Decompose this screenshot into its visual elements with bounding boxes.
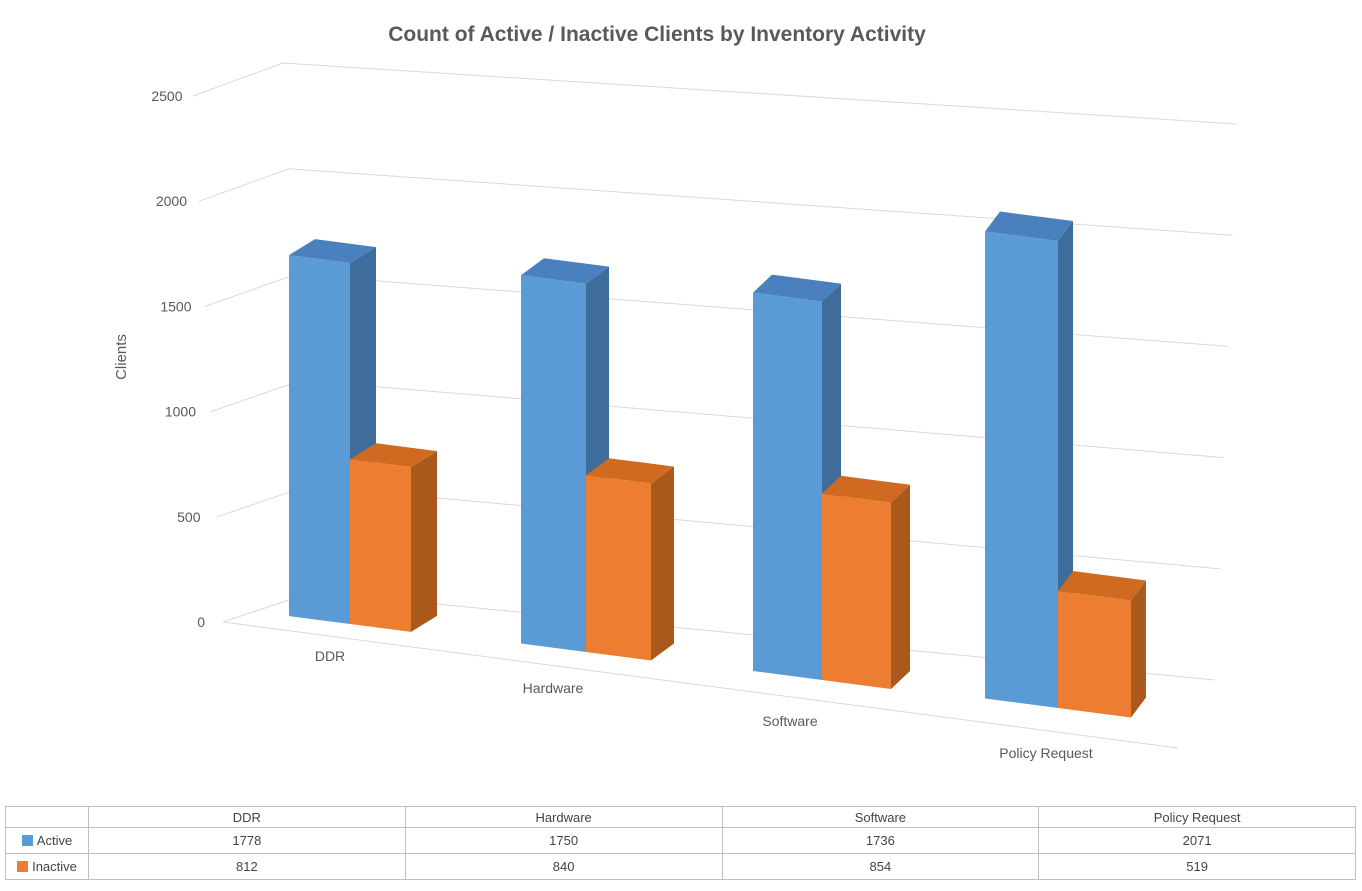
legend-label-inactive: Inactive — [32, 859, 77, 874]
chart-title: Count of Active / Inactive Clients by In… — [388, 23, 926, 46]
legend-cell-inactive: Inactive — [5, 853, 89, 880]
table-value: 2071 — [1038, 827, 1356, 854]
table-value: 854 — [721, 853, 1040, 880]
bar-inactive-software-top — [822, 475, 910, 503]
category-axis-labels: DDR Hardware Software Policy Request — [315, 648, 1093, 761]
bar-active-hardware-top — [521, 258, 609, 284]
bar-active-hardware — [521, 275, 586, 652]
bar-active-software — [753, 292, 822, 680]
y-tick-label-0: 0 — [197, 614, 205, 630]
table-value: 519 — [1038, 853, 1356, 880]
bars-3d — [289, 211, 1146, 718]
floor-front-edge — [222, 621, 1179, 749]
gridline-2000 — [198, 168, 1233, 236]
bar-inactive-hardware — [586, 475, 651, 661]
legend-label-active: Active — [36, 833, 73, 848]
y-tick-label-1500: 1500 — [160, 298, 191, 314]
bar-inactive-ddr-side — [411, 451, 437, 632]
bar-inactive-ddr-top — [350, 443, 437, 468]
table-header-software: Software — [721, 806, 1040, 828]
table-header-hardware: Hardware — [404, 806, 723, 828]
legend-swatch-active-icon — [21, 835, 33, 846]
y-tick-label-2500: 2500 — [151, 88, 182, 104]
table-value: 1750 — [404, 827, 723, 854]
bar-inactive-software — [822, 493, 891, 689]
bar-active-ddr-top — [289, 239, 376, 264]
category-label-ddr: DDR — [315, 648, 345, 664]
y-axis-title: Clients — [113, 334, 130, 380]
bar-active-software-top — [753, 274, 841, 302]
table-value: 840 — [404, 853, 723, 880]
legend-swatch-inactive-icon — [17, 861, 29, 872]
bar-active-ddr — [289, 255, 350, 624]
bar-inactive-policy-request-side — [1131, 580, 1146, 718]
table-header-policy-request: Policy Request — [1038, 806, 1356, 828]
category-label-policy-request: Policy Request — [999, 745, 1092, 761]
y-tick-label-500: 500 — [177, 509, 201, 525]
data-table: DDR Hardware Software Policy Request Act… — [5, 806, 1356, 880]
table-value: 1778 — [88, 827, 406, 854]
bar-inactive-policy-request — [1058, 591, 1131, 718]
table-header-ddr: DDR — [88, 806, 406, 828]
category-label-software: Software — [762, 713, 817, 729]
table-row-active: Active 1778 1750 1736 2071 — [5, 827, 1356, 854]
chart-plot-area: 0 500 1000 1500 2000 2500 DDR Hardware Software… — [113, 23, 1238, 761]
table-corner-cell — [5, 806, 89, 828]
category-label-hardware: Hardware — [523, 680, 584, 696]
bar-inactive-software-side — [891, 484, 910, 689]
bar-inactive-hardware-side — [651, 466, 674, 661]
bar-inactive-policy-request-top — [1058, 571, 1146, 601]
bar-inactive-ddr — [350, 459, 411, 632]
bar-active-policy-request-top — [985, 211, 1073, 241]
gridline-2500 — [192, 62, 1238, 125]
legend-cell-active: Active — [5, 827, 89, 854]
bar-active-policy-request — [985, 231, 1058, 708]
y-tick-label-2000: 2000 — [156, 193, 187, 209]
table-value: 812 — [88, 853, 406, 880]
table-row-inactive: Inactive 812 840 854 519 — [5, 853, 1356, 880]
table-value: 1736 — [721, 827, 1040, 854]
table-header-row: DDR Hardware Software Policy Request — [5, 806, 1356, 828]
y-tick-label-1000: 1000 — [165, 404, 196, 420]
y-axis-tick-labels: 0 500 1000 1500 2000 2500 — [151, 88, 205, 630]
bar-inactive-hardware-top — [586, 458, 674, 484]
